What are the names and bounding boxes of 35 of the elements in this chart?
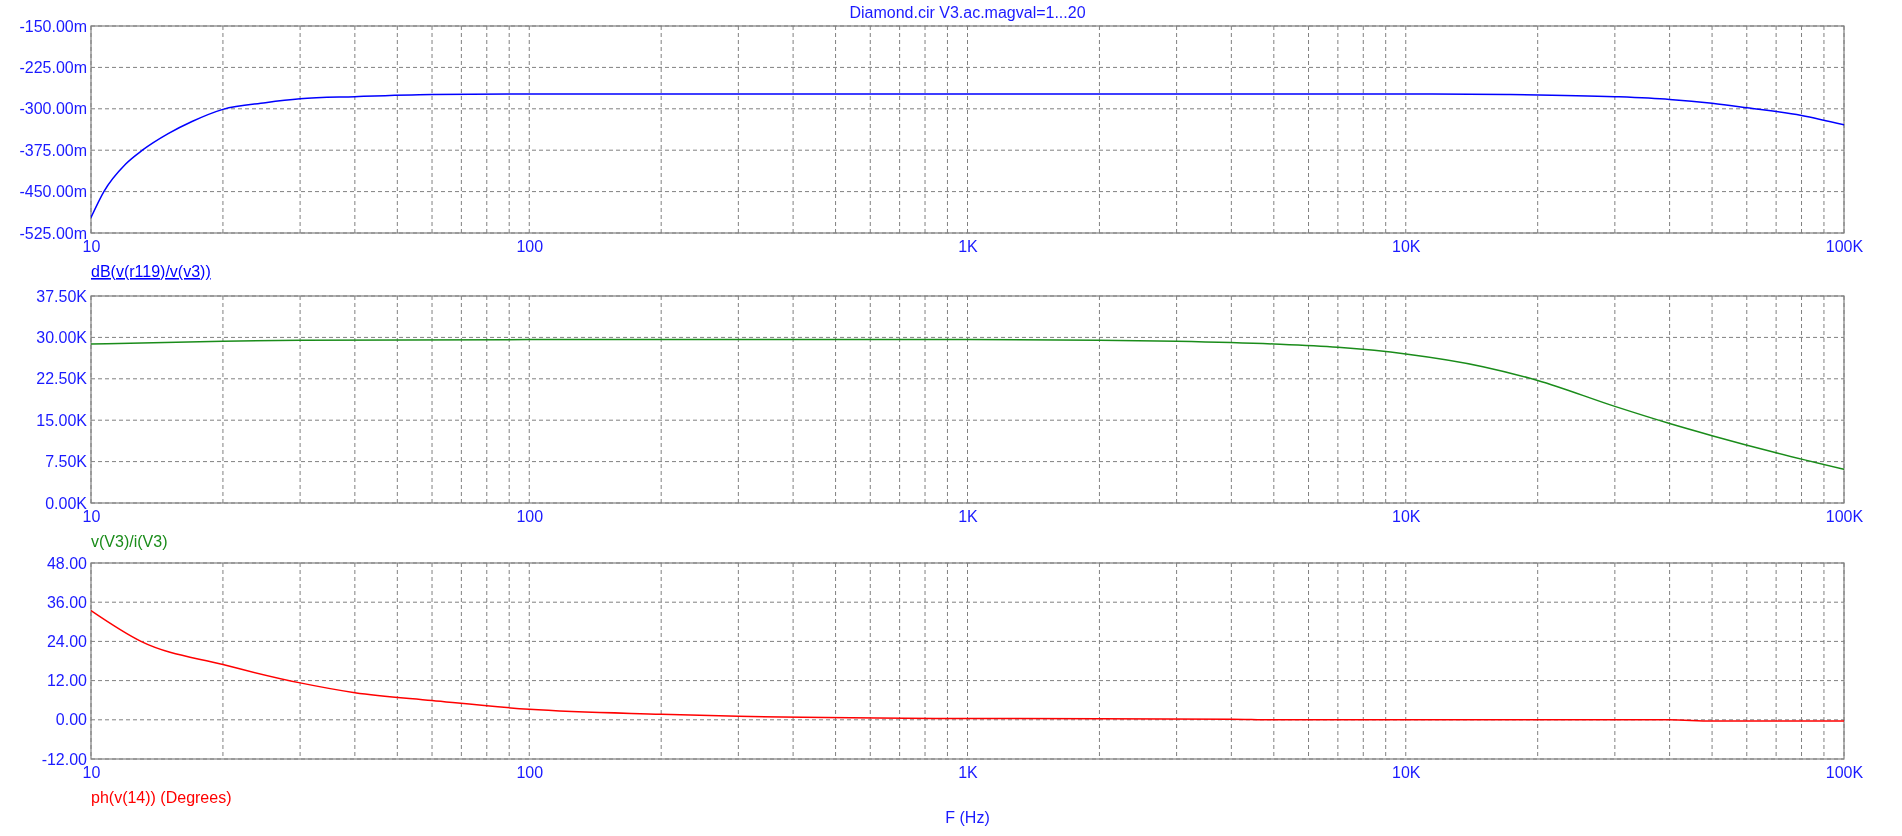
- y-tick-label: 36.00: [46, 593, 88, 611]
- y-tick-label: -225.00m: [19, 59, 87, 77]
- x-tick-label: 10K: [1392, 508, 1421, 526]
- y-tick-label: 15.00K: [36, 411, 88, 429]
- text: v(V3)/i(V3): [91, 533, 168, 550]
- x-tick-label: 1K: [958, 238, 979, 256]
- x-tick-label: 100: [516, 238, 544, 256]
- x-tick-label: 10K: [1392, 764, 1421, 782]
- x-tick-label: 1K: [958, 764, 979, 782]
- x-tick-label: 1K: [958, 508, 979, 526]
- chart-title: Diamond.cir V3.ac.magval=1...20: [849, 4, 1086, 21]
- x-tick-label: 100: [516, 508, 544, 526]
- y-tick-label: 48.00: [46, 554, 88, 572]
- y-tick-label: 37.50K: [36, 287, 88, 305]
- x-tick-label: 100K: [1825, 238, 1864, 256]
- y-tick-label: 0.00: [55, 711, 88, 729]
- y-tick-label: -300.00m: [19, 100, 87, 118]
- x-tick-label: 10: [82, 764, 101, 782]
- x-tick-label: 10: [82, 238, 101, 256]
- x-tick-label: 10K: [1392, 238, 1421, 256]
- y-tick-label: -450.00m: [19, 183, 87, 201]
- y-tick-label: 30.00K: [36, 329, 88, 347]
- y-tick-label: -375.00m: [19, 141, 87, 159]
- x-tick-label: 100: [516, 764, 544, 782]
- x-axis-title: F (Hz): [945, 809, 990, 826]
- x-tick-label: 100K: [1825, 508, 1864, 526]
- y-tick-label: 22.50K: [36, 370, 88, 388]
- y-tick-label: 7.50K: [45, 453, 88, 471]
- y-tick-label: 24.00: [46, 633, 88, 651]
- y-tick-label: 12.00: [46, 672, 88, 690]
- x-tick-label: 10: [82, 508, 101, 526]
- text: dB(v(r119)/v(v3)): [91, 263, 211, 280]
- x-tick-label: 100K: [1825, 764, 1864, 782]
- text: ph(v(14)) (Degrees): [91, 789, 232, 806]
- y-tick-label: -150.00m: [19, 17, 87, 35]
